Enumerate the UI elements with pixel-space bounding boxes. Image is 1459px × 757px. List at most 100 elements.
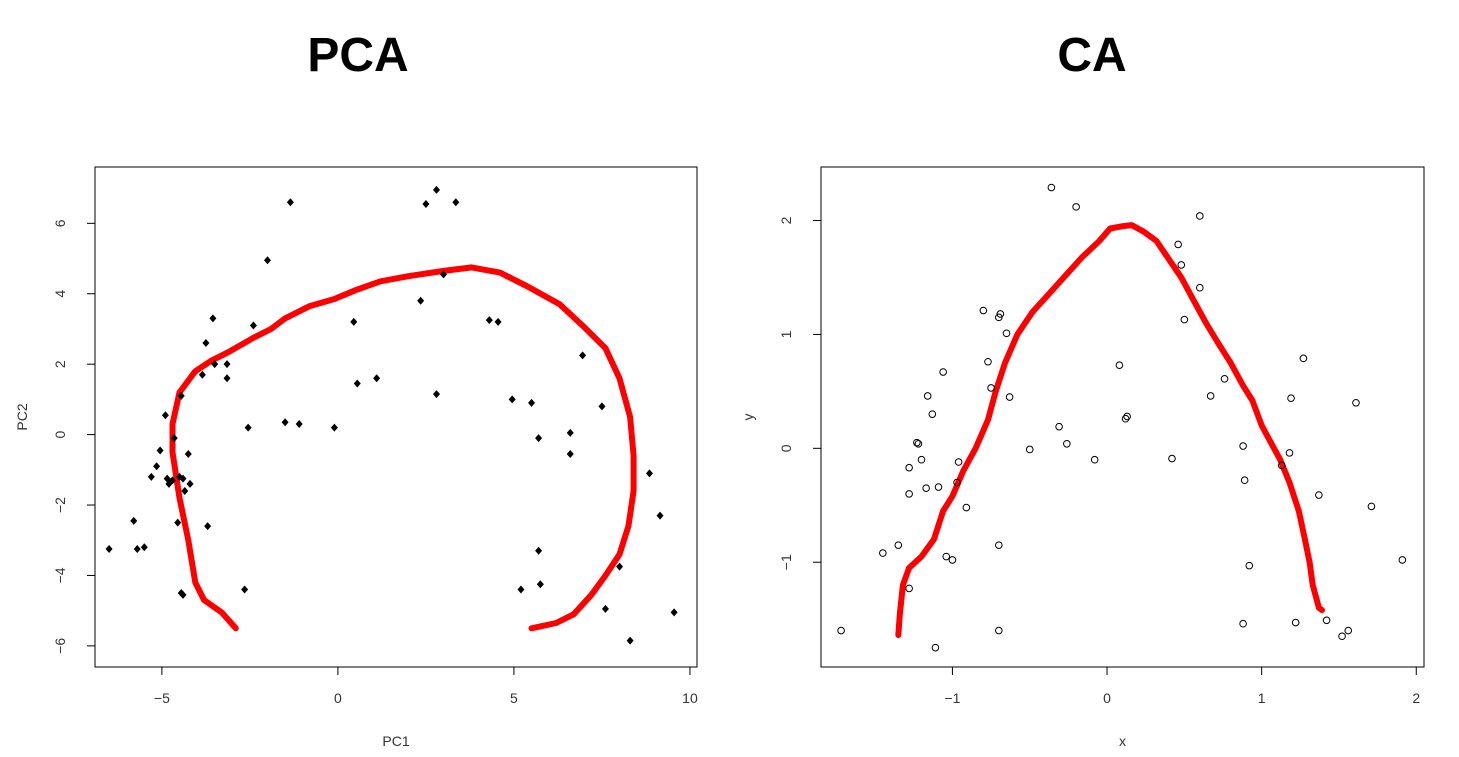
data-point [440,270,448,279]
data-point [934,483,943,491]
data-point [1174,240,1182,249]
data-point [948,556,957,564]
ca-chart-title: CA [1057,29,1127,82]
data-point [1002,329,1011,338]
data-point [1398,556,1407,564]
data-point [295,420,303,429]
data-point [1090,455,1099,464]
data-point [417,296,425,305]
data-point [923,392,932,400]
data-point [1180,315,1189,324]
data-point [913,438,921,447]
data-point [1322,616,1331,625]
data-point [130,516,138,525]
data-point [485,316,493,325]
data-point [1025,445,1034,454]
data-point [905,490,913,498]
data-point [1291,618,1300,627]
data-point [837,626,845,635]
data-point [168,476,176,485]
x-tick-label: 2 [1412,690,1420,706]
data-point [147,472,155,481]
data-point [1239,442,1247,450]
data-point [432,185,440,194]
data-point [432,390,440,399]
data-point [939,368,947,376]
data-point [241,585,249,594]
y-tick-label: −2 [52,497,68,513]
data-point [879,549,887,557]
data-point [1367,502,1376,511]
principal-curve [895,222,1325,639]
x-tick-label: −5 [154,690,170,706]
data-point [153,462,161,471]
x-tick-label: −1 [944,690,960,706]
data-point [1196,212,1204,220]
data-point [535,546,543,555]
data-point [995,626,1003,635]
y-tick-label: 1 [778,330,794,338]
data-point [1299,354,1308,363]
data-point [286,198,294,207]
y-tick-label: 0 [52,431,68,439]
y-tick-label: 6 [52,219,68,227]
data-point [350,317,358,326]
x-axis-label: PC1 [382,733,409,749]
data-point [177,391,185,400]
data-point [422,199,430,208]
data-point [1123,412,1131,421]
data-point [179,474,187,483]
data-point [566,449,574,458]
data-point [917,455,926,464]
data-point [281,418,289,427]
data-point [174,518,182,527]
y-tick-label: −6 [52,638,68,654]
data-point [1287,394,1295,403]
data-point [1063,439,1071,448]
data-point [995,541,1003,549]
data-point [616,562,624,571]
pca-chart-title: PCA [307,29,409,82]
x-tick-label: 1 [1258,690,1266,706]
x-tick-label: 0 [334,690,342,706]
data-point [1344,626,1353,635]
data-point [1196,283,1204,292]
y-tick-label: −4 [52,567,68,583]
x-tick-label: 0 [1103,690,1111,706]
data-point [1285,449,1294,457]
data-point [626,636,634,645]
data-point [209,314,217,323]
data-point [1005,393,1014,401]
data-point [535,434,543,443]
data-point [954,458,963,466]
data-point [1277,461,1286,470]
data-point [1338,632,1346,641]
data-point [670,608,678,617]
data-point [179,590,187,599]
data-point [656,511,664,520]
data-point [905,463,913,472]
pca-scatter-plot: −5 0 5 10 −6 −4 −2 0 2 4 6 PC1 PC2 [14,166,698,749]
data-point [996,310,1005,318]
data-point [979,306,988,315]
x-axis-label: x [1119,733,1126,749]
data-point [494,317,502,326]
data-point [353,379,361,388]
data-point [249,321,257,330]
data-point [914,439,923,448]
plot-frame [94,166,698,668]
data-point [244,423,252,432]
data-point [133,545,141,554]
data-point [264,256,272,265]
y-axis-label: y [740,414,756,421]
data-point [1047,183,1056,192]
data-point [202,339,210,348]
data-point [566,428,574,437]
data-point [1352,398,1360,407]
y-tick-label: 0 [778,444,794,452]
data-point [894,541,903,549]
data-point [1168,454,1176,463]
y-tick-label: 2 [52,360,68,368]
data-point [984,357,992,366]
data-point [184,449,192,458]
